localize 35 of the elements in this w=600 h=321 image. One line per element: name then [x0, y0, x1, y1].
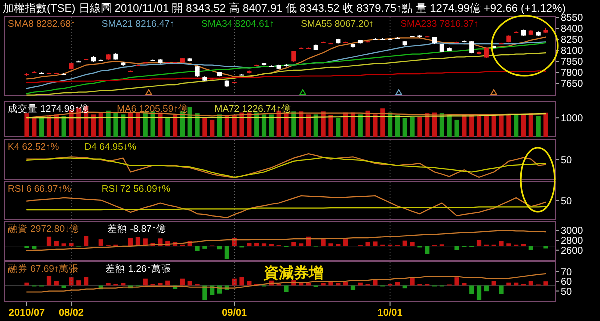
x-tick-label: 08/02: [58, 308, 84, 319]
y-tick-label: 7950: [561, 57, 584, 68]
y-tick-label: 60: [561, 277, 573, 288]
y-tick-label: 7650: [561, 79, 584, 90]
text: SMA55 8067.20↑: [301, 19, 374, 30]
y-tick-label: 70: [561, 267, 573, 278]
y-tick-label: 8550: [561, 13, 584, 24]
series-label: 融券 67.69↑萬張: [8, 263, 80, 275]
y-tick-label: 3000: [561, 226, 584, 238]
series-label: 融資 2972.80↓億: [8, 223, 80, 235]
y-tick-label: 1000: [561, 114, 584, 125]
series-label: RSI 72 56.09↑%: [102, 184, 172, 195]
x-tick-label: 09/01: [222, 308, 248, 319]
y-tick-label: 7800: [561, 68, 584, 80]
series-label: D4 64.95↓%: [84, 142, 138, 153]
annotation: 資減券增: [262, 264, 324, 282]
y-tick-label: 2600: [561, 246, 584, 257]
y-tick-label: 8250: [561, 35, 584, 46]
legend-label: MA6 1205.59↑億: [117, 103, 188, 115]
y-tick-label: 8100: [561, 46, 584, 58]
y-tick-label: 2800: [561, 236, 584, 248]
y-tick-label: 50: [561, 286, 573, 298]
y-tick-label: 8400: [561, 24, 584, 36]
series-label: 差額 1.26↑萬張: [106, 263, 172, 275]
x-tick-label: 2010/07: [8, 308, 46, 319]
series-label: RSI 6 66.97↑%: [8, 184, 72, 195]
series-label: 差額 -8.87↑億: [108, 223, 167, 235]
series-label: MA72 1226.74↑億: [214, 103, 292, 115]
text: SMA34 8204.61↑: [202, 19, 274, 30]
text: SMA8 8282.68↑: [8, 19, 76, 30]
text: SMA233 7816.37↑: [400, 19, 479, 30]
x-tick-label: 10/01: [378, 308, 404, 319]
series-label: K4 62.52↑%: [8, 142, 60, 153]
text: SMA21 8216.47↑: [102, 19, 175, 30]
chart-title: 加權指數(TSE) 日線圖 2010/11/01 開 8343.52 高 8407.91 低 8343.52 收 8379.75↑點 量 1274.99億 +92.66 (+1.12%): [3, 2, 566, 15]
